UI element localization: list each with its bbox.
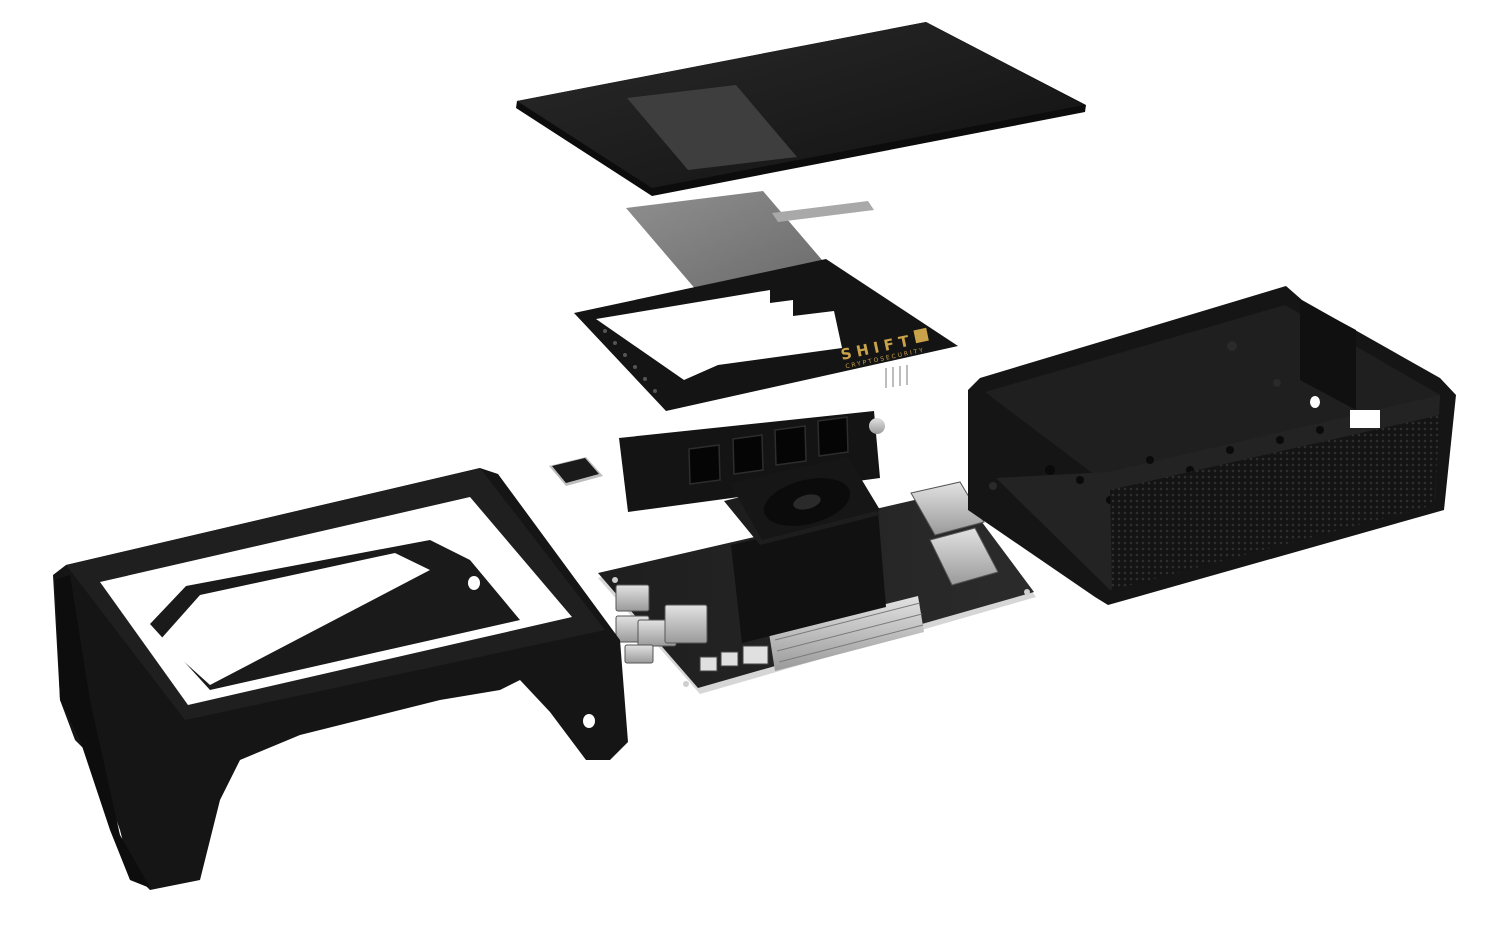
display-panel <box>626 191 874 291</box>
display-ribbon-cable <box>772 201 874 222</box>
header-pins <box>885 365 908 388</box>
screw-hole-icon <box>468 576 480 590</box>
logo-mark-icon <box>913 327 929 344</box>
top-lid <box>516 22 1086 196</box>
enclosure-shell <box>968 286 1456 605</box>
mounting-frame: SHIFT CRYPTOSECURITY <box>574 259 958 411</box>
fan-icon <box>730 457 880 540</box>
main-board <box>598 457 1036 694</box>
display-window <box>627 85 797 170</box>
vent-mesh <box>1110 415 1440 590</box>
ethernet-ports <box>910 481 999 586</box>
small-chip <box>549 457 603 486</box>
screw-hole-icon <box>583 714 595 728</box>
usb-ports <box>615 584 708 664</box>
small-connectors <box>699 645 769 672</box>
bottom-bracket <box>53 468 628 890</box>
screw-icon <box>869 418 885 434</box>
screw-hole-icon <box>1310 396 1320 408</box>
